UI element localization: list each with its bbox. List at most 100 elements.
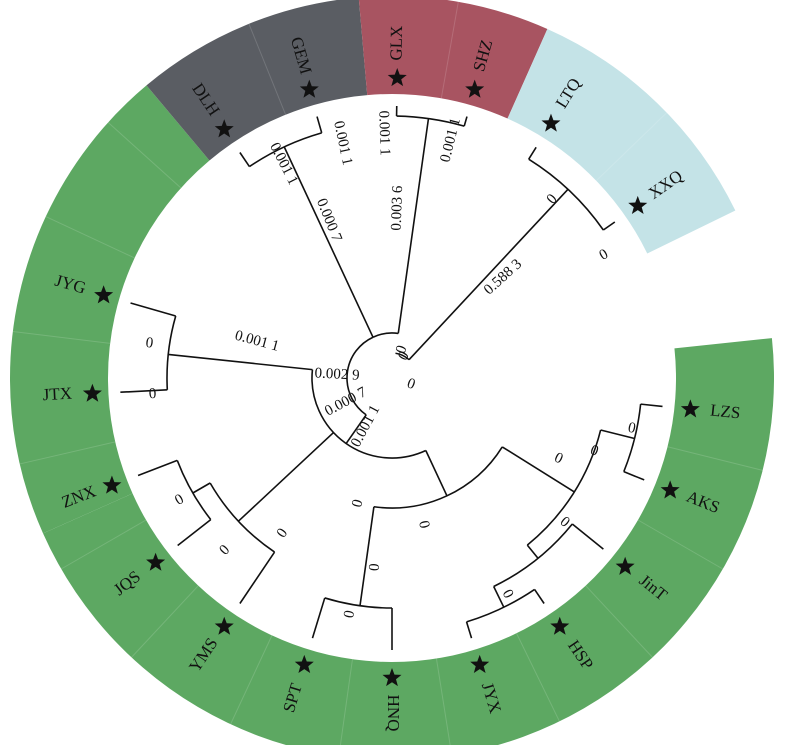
star-icon — [102, 475, 122, 494]
star-icon — [628, 195, 648, 215]
branch-length-zero-label: 0 — [274, 526, 291, 541]
band-separator — [19, 441, 116, 465]
tree-branch — [602, 221, 616, 231]
branch-length-zero-label: 0 — [597, 246, 611, 264]
branch-length-zero-label: 0 — [217, 542, 234, 559]
star-icon — [465, 79, 485, 98]
tree-branch — [168, 353, 313, 371]
branch-length-zero-label: 0 — [499, 587, 517, 601]
band-separator — [637, 519, 724, 570]
tree-branch — [463, 116, 468, 127]
star-icon — [550, 616, 570, 635]
tree-branch — [501, 446, 575, 493]
branch-length-zero-label: 0 — [415, 519, 432, 530]
tree-branch — [492, 586, 505, 608]
tree-arc — [466, 588, 536, 623]
green-group-band-upper — [9, 378, 133, 534]
branch-length-zero-label: 0 — [552, 450, 566, 468]
branch-length-label: 0.001 1 — [233, 328, 281, 355]
branch-length-label: 0.001 1 — [330, 119, 355, 166]
tree-branch — [311, 597, 326, 639]
tree-branch — [408, 188, 569, 361]
branch-length-zero-label: 0 — [349, 498, 366, 509]
star-icon — [146, 552, 166, 571]
branch-length-zero-label: 0 — [367, 563, 384, 572]
band-separator — [131, 585, 199, 658]
branch-length-zero-label: 0 — [557, 514, 573, 531]
star-icon — [82, 383, 102, 402]
green-group-band — [43, 338, 774, 745]
star-icon — [299, 79, 319, 98]
star-icon — [294, 654, 314, 673]
star-icon — [660, 480, 680, 499]
tree-branch — [526, 544, 539, 559]
lightblue-group-band — [507, 29, 736, 254]
tree-branch — [425, 450, 448, 497]
leaf-label-jtx: JTX — [42, 384, 72, 405]
branch-length-label: 0.003 6 — [389, 185, 407, 231]
leaf-label-hnq: HNQ — [384, 695, 403, 732]
star-icon — [382, 668, 402, 687]
band-separator — [45, 216, 135, 259]
tree-arc — [396, 115, 465, 127]
tree-arc — [395, 352, 410, 361]
tree-branch — [192, 482, 211, 494]
tree-arc — [166, 315, 177, 390]
branch-length-zero-label: 0 — [172, 491, 186, 509]
tree-branch — [316, 116, 323, 134]
branch-length-zero-label: 0 — [148, 386, 157, 402]
tree-branch — [528, 146, 537, 160]
branch-length-label: 0.001 1 — [375, 110, 393, 156]
star-icon — [541, 113, 561, 132]
tree-branch — [465, 621, 473, 639]
band-separator — [440, 1, 459, 99]
tree-branch — [571, 523, 604, 550]
tree-branch — [283, 146, 374, 338]
band-separator — [230, 635, 273, 725]
star-icon — [680, 399, 700, 418]
tree-branch — [239, 152, 251, 168]
star-icon — [94, 285, 114, 304]
tree-branch — [237, 431, 335, 522]
tree-arc — [209, 482, 276, 553]
tree-arc — [526, 429, 602, 546]
tree-branch — [120, 388, 168, 394]
band-separator — [248, 23, 287, 115]
branch-length-zero-label: 0 — [626, 420, 637, 437]
star-icon — [387, 68, 407, 87]
branch-length-label: 0.001 1 — [438, 116, 464, 164]
tree-branch — [397, 118, 430, 334]
branch-length-label: 0.588 3 — [481, 256, 525, 298]
band-separator — [435, 658, 451, 745]
star-icon — [615, 556, 635, 575]
tree-arc — [372, 332, 399, 338]
tree-branch — [600, 429, 635, 440]
band-separator — [516, 633, 560, 722]
tree-arc — [346, 336, 374, 416]
band-separator — [339, 659, 353, 745]
leaf-label-glx: GLX — [386, 25, 406, 60]
branch-length-zero-label: 0 — [145, 335, 155, 352]
tree-branch — [137, 459, 178, 477]
gray-group-band — [146, 0, 368, 161]
tree-arc — [493, 523, 573, 588]
band-separator — [595, 112, 668, 182]
tree-branch — [623, 470, 645, 481]
star-icon — [470, 654, 490, 673]
tree-branch — [239, 551, 276, 604]
band-separator — [667, 446, 763, 471]
branch-length-zero-label: 0 — [341, 609, 358, 619]
star-icon — [214, 119, 234, 138]
tree-arc — [324, 597, 393, 609]
branch-length-label: 0.002 9 — [314, 365, 360, 383]
band-separator — [60, 519, 147, 570]
band-separator — [585, 585, 653, 658]
tree-branch — [533, 588, 545, 604]
branch-length-label: 0.001 1 — [266, 140, 301, 187]
band-separator — [12, 330, 111, 344]
band-separator — [107, 122, 182, 189]
tree-branch — [640, 403, 663, 408]
tree-arc — [176, 460, 212, 521]
